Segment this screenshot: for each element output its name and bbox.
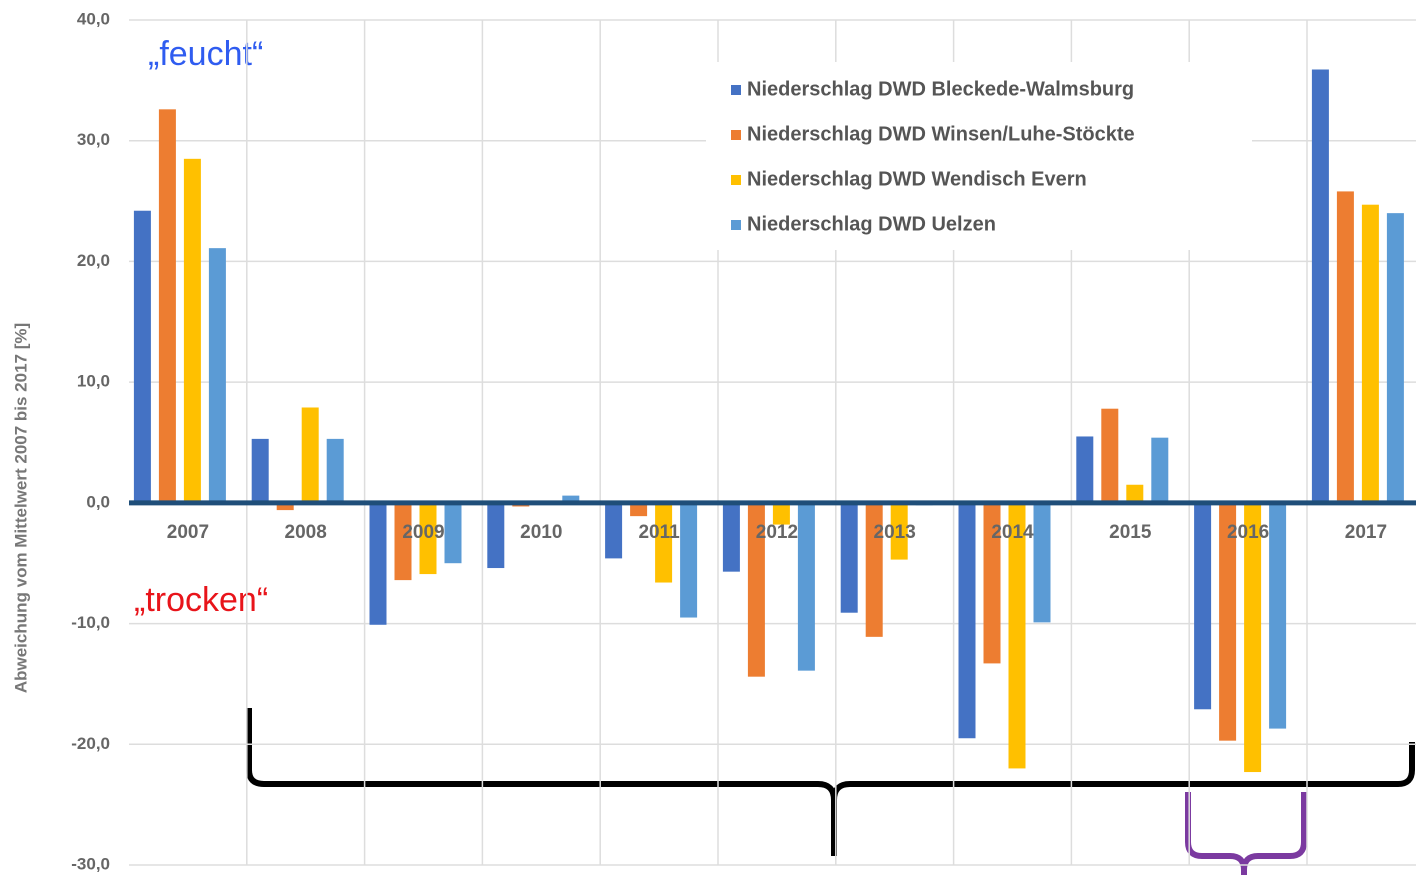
x-tick-label: 2016 [1227,522,1269,543]
bar [1101,408,1119,503]
bar [419,502,437,575]
bar [326,438,344,503]
bar [797,502,815,671]
legend-label: Niederschlag DWD Winsen/Luhe-Stöckte [747,123,1135,145]
x-tick-label: 2013 [874,522,916,543]
bar [630,502,648,517]
y-tick-label: 0,0 [86,492,110,511]
bar [276,502,294,511]
bar [208,248,226,503]
bar [1219,502,1237,741]
y-tick-label: 10,0 [77,372,110,391]
annotation: „feucht“ [148,35,263,73]
bar [1008,502,1026,769]
legend-swatch [731,175,741,185]
bar [772,502,790,525]
x-tick-label: 2010 [520,522,562,543]
bar [1269,502,1287,729]
bar [1126,484,1144,503]
y-tick-label: -10,0 [71,613,110,632]
bar [1361,204,1379,503]
legend-label: Niederschlag DWD Bleckede-Walmsburg [747,78,1134,100]
bar [487,502,505,569]
bar [605,502,623,559]
bar [1386,213,1404,503]
x-tick-label: 2008 [285,522,327,543]
bar [1244,502,1262,773]
bar [1033,502,1051,623]
bar [1076,436,1094,503]
y-axis-label: Abweichung vom Mittelwert 2007 bis 2017 … [11,323,30,693]
annotation: „trocken“ [134,581,268,619]
y-tick-label: 30,0 [77,130,110,149]
x-tick-label: 2007 [167,522,209,543]
brace [246,708,1415,856]
bar [1194,502,1212,710]
legend-box [706,62,1252,250]
bar [655,502,673,583]
bar [1311,69,1329,503]
bar [369,502,387,625]
y-tick-label: -20,0 [71,734,110,753]
bar [562,495,580,503]
x-tick-label: 2009 [402,522,444,543]
bar [680,502,698,618]
legend-label: Niederschlag DWD Uelzen [747,213,996,235]
legend-swatch [731,130,741,140]
bar [133,210,151,503]
bar [251,438,269,503]
bar [840,502,858,613]
bar [183,158,201,503]
x-tick-label: 2014 [991,522,1034,543]
x-tick-label: 2017 [1345,522,1387,543]
bar [890,502,908,560]
bar [444,502,462,564]
bar [747,502,765,677]
y-tick-label: -30,0 [71,854,110,873]
legend-swatch [731,220,741,230]
y-tick-label: 20,0 [77,251,110,270]
legend-swatch [731,85,741,95]
y-tick-label: 40,0 [77,9,110,28]
bar [394,502,412,581]
bar [158,109,176,503]
bar [1151,437,1169,503]
bar [958,502,976,739]
legend-label: Niederschlag DWD Wendisch Evern [747,168,1087,190]
x-tick-label: 2011 [638,522,680,543]
bar [983,502,1001,664]
bar [722,502,740,572]
bar [301,407,319,503]
brace [1185,792,1307,875]
x-tick-label: 2015 [1109,522,1152,543]
bar [865,502,883,637]
bar [1336,191,1354,503]
x-tick-label: 2012 [756,522,798,543]
